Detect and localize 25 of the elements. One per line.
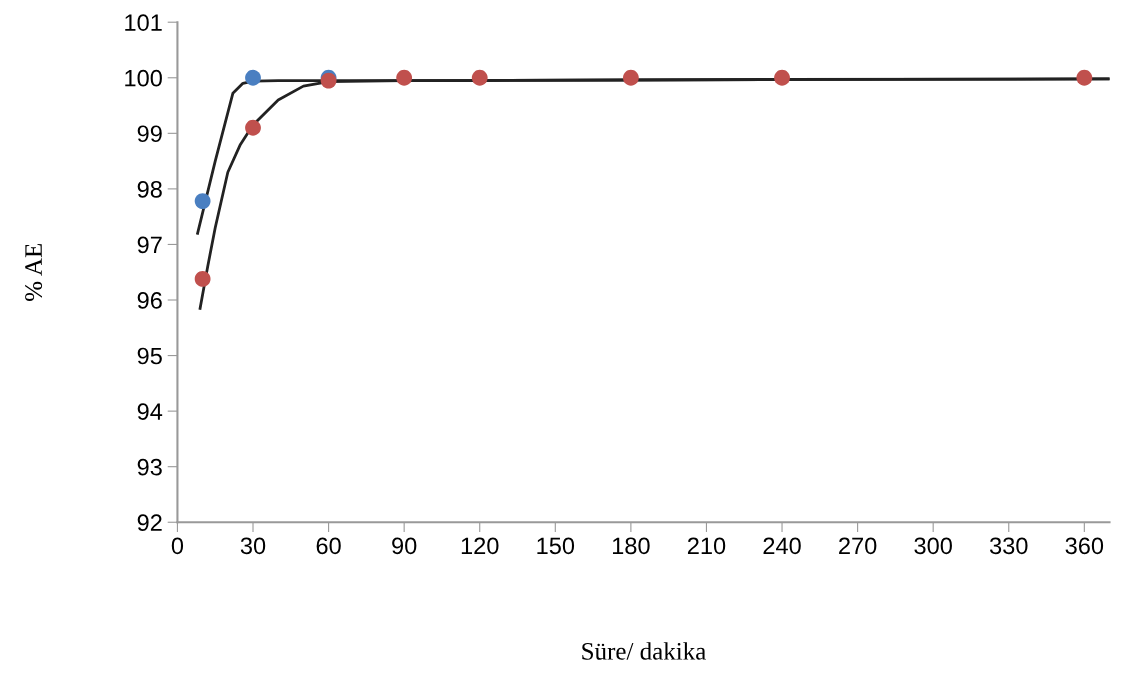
y-tick-label: 94 (137, 403, 163, 420)
y-tick-label: 99 (137, 125, 162, 143)
y-tick-label: 97 (137, 236, 162, 254)
x-tick-label: 120 (461, 537, 499, 555)
y-axis-title: % AE (25, 243, 43, 301)
y-tick-label: 93 (137, 458, 162, 476)
x-tick-label: 240 (763, 537, 801, 555)
y-tick-label: 95 (137, 347, 162, 365)
x-tick-label: 0 (171, 537, 184, 555)
x-axis-title: Süre/ dakika (582, 642, 706, 660)
x-tick-label: 90 (392, 537, 417, 555)
y-tick-label: 101 (125, 14, 162, 31)
x-tick-label: 360 (1065, 537, 1104, 555)
y-tick-label: 96 (137, 292, 162, 309)
x-tick-label: 60 (316, 537, 341, 555)
x-tick-label: 270 (839, 537, 877, 555)
x-tick-label: 210 (687, 537, 726, 555)
x-tick-label: 330 (989, 537, 1028, 555)
y-tick-label: 98 (137, 180, 162, 198)
y-tick-label: 92 (137, 514, 162, 532)
x-tick-label: 300 (914, 537, 952, 555)
x-tick-label: 180 (612, 537, 650, 555)
x-tick-label: 30 (240, 537, 266, 555)
y-tick-label: 100 (125, 69, 162, 87)
x-tick-label: 150 (537, 537, 575, 555)
